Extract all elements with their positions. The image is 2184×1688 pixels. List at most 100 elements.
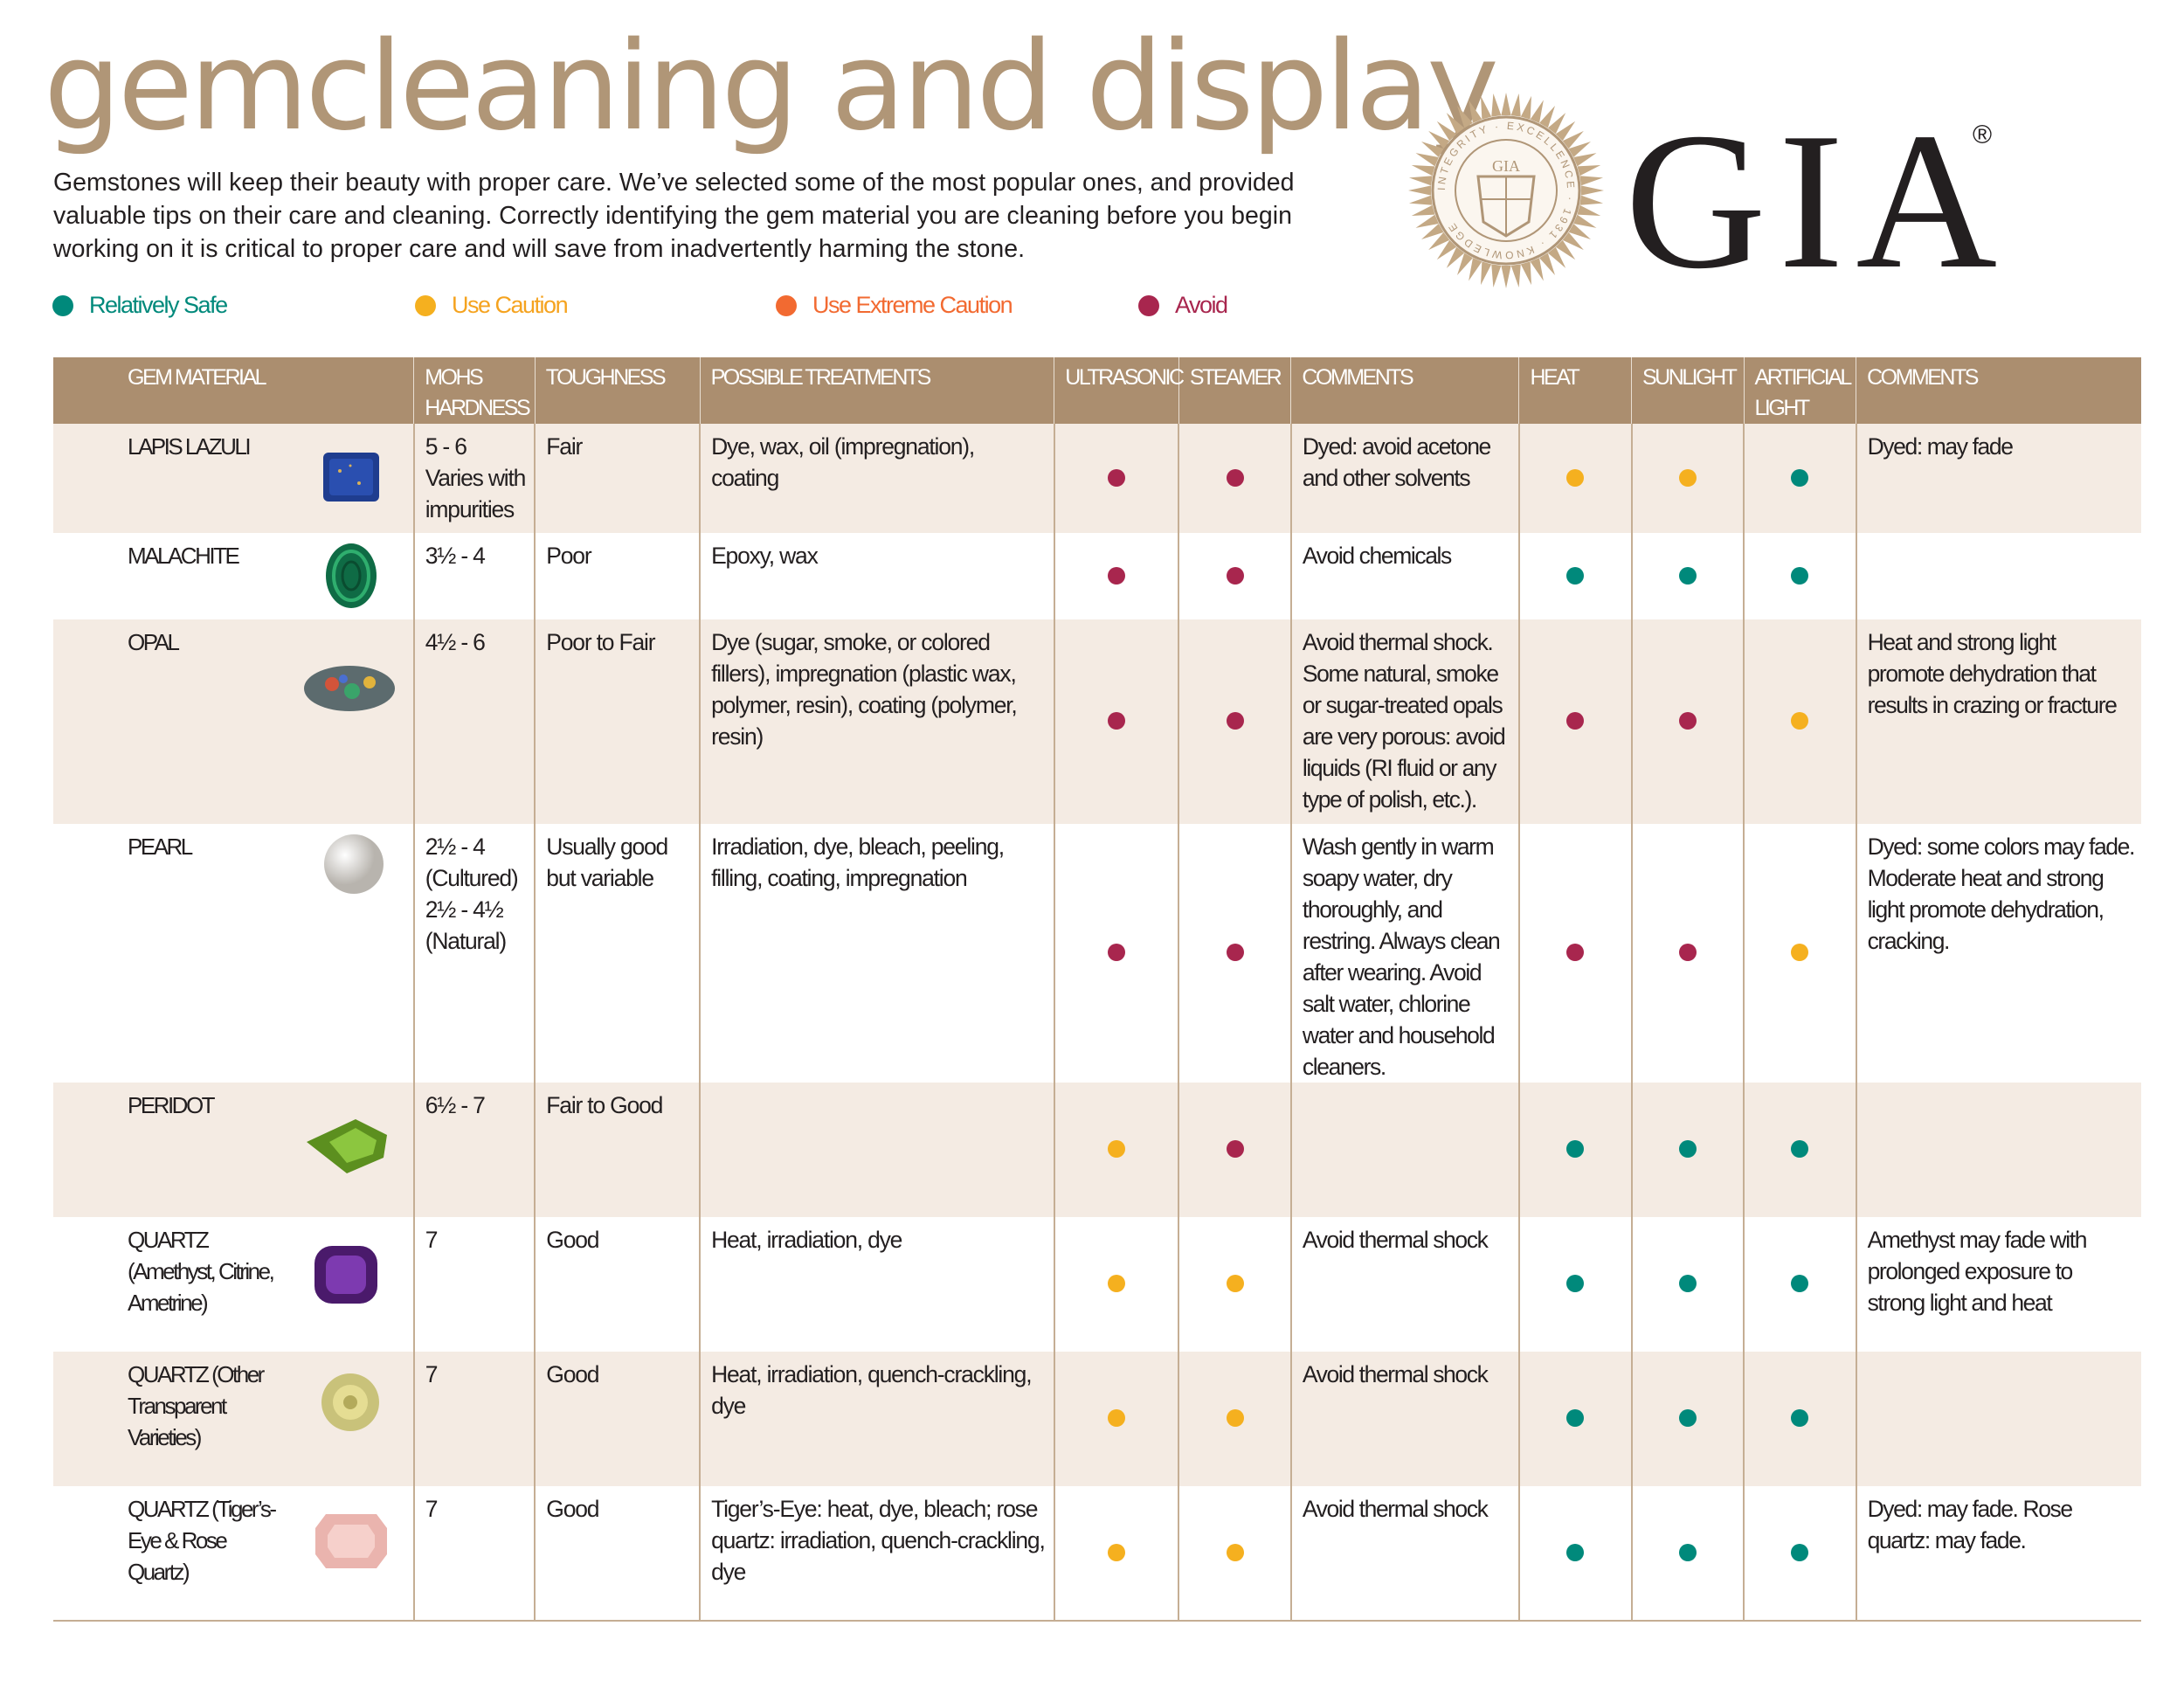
rating-dot-icon bbox=[1678, 566, 1697, 585]
rating-ultrasonic bbox=[1053, 1083, 1179, 1217]
legend-label-safe: Relatively Safe bbox=[89, 292, 228, 318]
col-header-comments-2: COMMENTS bbox=[1856, 357, 2141, 424]
display-comments-cell: Heat and strong light promote dehydratio… bbox=[1855, 619, 2141, 824]
toughness-cell: Poor to Fair bbox=[534, 619, 701, 824]
rating-dot-icon bbox=[1566, 1275, 1585, 1292]
gem-material-cell: QUARTZ (Other Transparent Varieties) bbox=[53, 1352, 414, 1486]
avoid-dot-icon bbox=[1138, 294, 1159, 316]
rating-steamer bbox=[1178, 533, 1291, 619]
gem-name: PERIDOT bbox=[128, 1092, 216, 1118]
display-comments-cell: Dyed: may fade bbox=[1855, 424, 2141, 533]
table-row: PERIDOT 6½ - 7 Fair to Good bbox=[53, 1083, 2141, 1217]
rating-dot-icon bbox=[1566, 468, 1585, 487]
cleaning-comments-cell bbox=[1289, 1083, 1519, 1217]
rating-dot-icon bbox=[1226, 1409, 1244, 1427]
rating-dot-icon bbox=[1791, 468, 1809, 487]
rating-dot-icon bbox=[1108, 1543, 1126, 1561]
gem-material-cell: LAPIS LAZULI bbox=[53, 424, 414, 533]
rating-steamer bbox=[1178, 424, 1291, 533]
toughness-cell: Good bbox=[534, 1217, 701, 1352]
col-header-gem: GEM MATERIAL bbox=[53, 357, 414, 424]
rating-artificial bbox=[1743, 619, 1856, 824]
rating-dot-icon bbox=[1108, 944, 1126, 961]
gem-name: QUARTZ (Tiger’s-Eye & Rose Quartz) bbox=[128, 1496, 277, 1585]
treatments-cell: Dye, wax, oil (impregnation), coating bbox=[699, 424, 1054, 533]
rating-dot-icon bbox=[1226, 944, 1244, 961]
intro-paragraph: Gemstones will keep their beauty with pr… bbox=[53, 169, 1295, 263]
legend-label-caution: Use Caution bbox=[452, 292, 569, 318]
rating-steamer bbox=[1178, 619, 1291, 824]
mohs-hardness-cell: 7 bbox=[412, 1217, 536, 1352]
rating-artificial bbox=[1743, 1217, 1856, 1352]
cleaning-comments-cell: Dyed: avoid acetone and other solvents bbox=[1289, 424, 1519, 533]
col-header-treatments: POSSIBLE TREATMENTS bbox=[699, 357, 1054, 424]
table-header-row: GEM MATERIAL MOHS HARDNESS TOUGHNESS POS… bbox=[53, 357, 2141, 424]
rating-steamer bbox=[1178, 1486, 1291, 1622]
legend-label-avoid: Avoid bbox=[1175, 292, 1228, 318]
rating-dot-icon bbox=[1791, 1543, 1809, 1561]
cleaning-comments-cell: Avoid thermal shock. Some natural, smoke… bbox=[1289, 619, 1519, 824]
gem-material-cell: MALACHITE bbox=[53, 533, 414, 619]
table-row: QUARTZ (Other Transparent Varieties) 7 Goo… bbox=[53, 1352, 2141, 1486]
legend-item-extreme-caution: Use Extreme Caution bbox=[776, 292, 1013, 319]
rating-dot-icon bbox=[1226, 1140, 1244, 1158]
cleaning-comments-cell: Wash gently in warm soapy water, dry tho… bbox=[1289, 824, 1519, 1083]
rating-artificial bbox=[1743, 824, 1856, 1083]
rating-steamer bbox=[1178, 1352, 1291, 1486]
seal-center-text: GIA bbox=[1492, 157, 1520, 175]
mohs-hardness-cell: 4½ - 6 bbox=[412, 619, 536, 824]
rating-dot-icon bbox=[1226, 1543, 1244, 1561]
gem-name: PEARL bbox=[128, 834, 193, 860]
col-header-heat: HEAT bbox=[1518, 357, 1632, 424]
rating-sunlight bbox=[1630, 533, 1745, 619]
col-header-comments: COMMENTS bbox=[1290, 357, 1519, 424]
treatments-cell: Heat, irradiation, quench-crackling, dye bbox=[699, 1352, 1054, 1486]
rating-artificial bbox=[1743, 424, 1856, 533]
rating-sunlight bbox=[1630, 424, 1745, 533]
col-header-steamer: STEAMER bbox=[1178, 357, 1291, 424]
rating-dot-icon bbox=[1108, 1409, 1126, 1427]
amethyst-gem-icon bbox=[312, 1243, 380, 1314]
rating-dot-icon bbox=[1678, 1275, 1697, 1292]
treatments-cell: Tiger’s-Eye: heat, dye, bleach; rose qua… bbox=[699, 1486, 1054, 1622]
legend-item-caution: Use Caution bbox=[415, 292, 569, 319]
rating-steamer bbox=[1178, 1083, 1291, 1217]
legend-item-avoid: Avoid bbox=[1138, 292, 1228, 319]
peridot-gem-icon bbox=[303, 1116, 390, 1185]
table-row: OPAL 4½ - 6 Poor to Fair Dye (sugar, smoke,… bbox=[53, 619, 2141, 824]
rating-ultrasonic bbox=[1053, 1352, 1179, 1486]
rating-dot-icon bbox=[1566, 944, 1585, 961]
table-row: LAPIS LAZULI 5 - 6 Varies with impurities… bbox=[53, 424, 2141, 533]
rating-heat bbox=[1517, 1352, 1632, 1486]
rating-dot-icon bbox=[1108, 566, 1126, 585]
table-row: MALACHITE 3½ - 4 Poor Epoxy, wax Avoid chemi… bbox=[53, 533, 2141, 619]
rating-dot-icon bbox=[1678, 712, 1697, 730]
gia-seal-icon: GIA INTEGRITY · EXCELLENCE · 1931 · KNOW… bbox=[1408, 93, 1604, 288]
rating-dot-icon bbox=[1108, 468, 1126, 487]
rating-dot-icon bbox=[1566, 1140, 1585, 1158]
treatments-cell: Epoxy, wax bbox=[699, 533, 1054, 619]
mohs-hardness-cell: 3½ - 4 bbox=[412, 533, 536, 619]
gem-material-cell: QUARTZ (Amethyst, Citrine, Ametrine) bbox=[53, 1217, 414, 1352]
rating-sunlight bbox=[1630, 1217, 1745, 1352]
rose-quartz-gem-icon bbox=[314, 1511, 389, 1580]
rating-heat bbox=[1517, 824, 1632, 1083]
col-header-sunlight: SUNLIGHT bbox=[1631, 357, 1745, 424]
gem-name: OPAL bbox=[128, 629, 180, 655]
rating-sunlight bbox=[1630, 619, 1745, 824]
mohs-hardness-cell: 6½ - 7 bbox=[412, 1083, 536, 1217]
rating-heat bbox=[1517, 1486, 1632, 1622]
gia-wordmark: GIA bbox=[1625, 93, 2010, 309]
display-comments-cell: Dyed: may fade. Rose quartz: may fade. bbox=[1855, 1486, 2141, 1622]
malachite-gem-icon bbox=[323, 541, 379, 619]
rating-steamer bbox=[1178, 1217, 1291, 1352]
col-header-ultrasonic: ULTRASONIC bbox=[1054, 357, 1185, 424]
rating-artificial bbox=[1743, 1083, 1856, 1217]
safe-dot-icon bbox=[52, 294, 73, 316]
rating-dot-icon bbox=[1226, 468, 1244, 487]
mohs-hardness-cell: 5 - 6 Varies with impurities bbox=[412, 424, 536, 533]
rating-dot-icon bbox=[1791, 566, 1809, 585]
gem-name: QUARTZ (Other Transparent Varieties) bbox=[128, 1361, 265, 1450]
treatments-cell: Dye (sugar, smoke, or colored fillers), … bbox=[699, 619, 1054, 824]
cleaning-comments-cell: Avoid thermal shock bbox=[1289, 1486, 1519, 1622]
